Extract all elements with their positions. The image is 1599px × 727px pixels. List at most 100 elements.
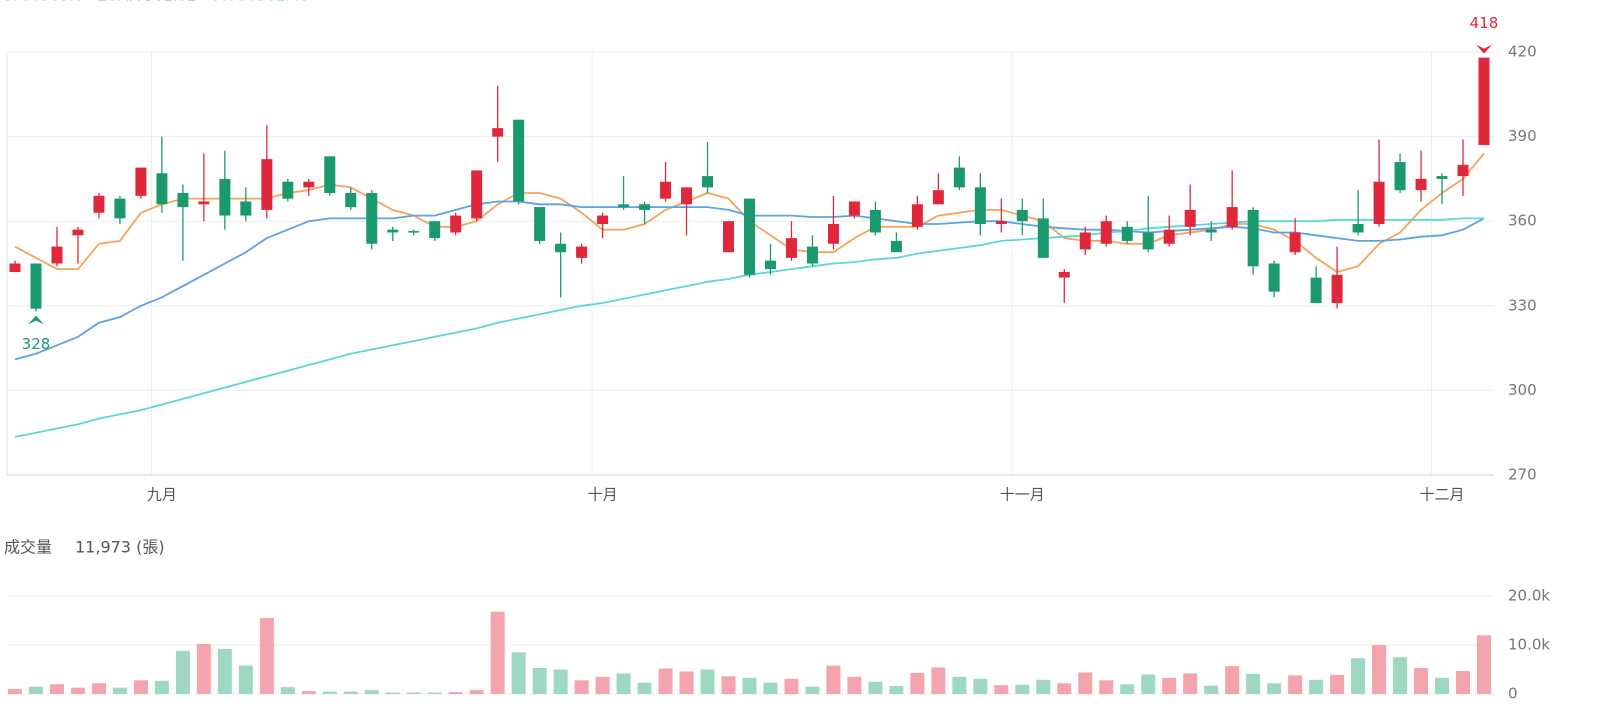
- candle-body: [1478, 57, 1490, 146]
- x-tick-label: 十二月: [1420, 486, 1465, 504]
- candle-body: [639, 204, 651, 210]
- volume-bar: [154, 680, 169, 694]
- candle-body: [911, 204, 923, 227]
- x-tick-label: 九月: [147, 486, 177, 504]
- volume-bar: [1330, 674, 1345, 694]
- candle-body: [932, 190, 944, 205]
- candle-body: [974, 187, 986, 225]
- volume-title: 成交量: [4, 538, 52, 557]
- candle-body: [1352, 224, 1364, 233]
- volume-bar: [175, 650, 190, 694]
- volume-bar: [721, 676, 736, 694]
- legend-name: 5MA: [4, 0, 37, 5]
- volume-bar: [8, 689, 22, 694]
- volume-bar: [784, 678, 799, 694]
- candle-body: [848, 201, 860, 216]
- y-tick-label: 300: [1508, 381, 1537, 399]
- candle-body: [72, 229, 84, 236]
- max-label: 418: [1470, 14, 1499, 32]
- volume-bar: [1351, 658, 1366, 694]
- candle-body: [303, 181, 315, 188]
- candle-body: [1373, 181, 1385, 225]
- volume-bar: [364, 690, 379, 694]
- volume-bar: [1456, 670, 1471, 694]
- candle-body: [492, 128, 504, 137]
- candle-body: [1121, 226, 1133, 241]
- candle-body: [806, 246, 818, 264]
- volume-bar: [700, 669, 715, 694]
- volume-bar: [427, 692, 442, 694]
- candle-body: [995, 221, 1007, 225]
- candle-body: [1415, 178, 1427, 191]
- legend-name: 20MA: [98, 0, 141, 5]
- candle-body: [534, 207, 546, 241]
- volume-bar: [259, 618, 274, 694]
- candle-body: [953, 167, 965, 188]
- candle-body: [1394, 161, 1406, 191]
- volume-bar: [1309, 679, 1324, 694]
- candle-body: [93, 195, 105, 213]
- candle-body: [1457, 164, 1469, 177]
- volume-bar: [679, 671, 694, 694]
- volume-bar: [448, 692, 463, 694]
- candle-body: [1184, 209, 1196, 227]
- candle-body: [785, 238, 797, 258]
- candle-body: [723, 221, 735, 253]
- volume-bar: [49, 684, 64, 694]
- candle-body: [1205, 229, 1217, 233]
- volume-bar: [70, 687, 85, 694]
- volume-bar: [28, 686, 43, 694]
- volume-bar: [112, 687, 127, 694]
- candle-body: [324, 156, 336, 193]
- volume-bar: [763, 682, 778, 694]
- volume-bar: [553, 669, 568, 694]
- volume-bar: [91, 683, 106, 694]
- candle-body: [1226, 207, 1238, 227]
- volume-bar: [511, 652, 526, 694]
- volume-bar: [133, 680, 148, 694]
- candle-body: [618, 204, 630, 208]
- volume-bar: [1435, 677, 1450, 694]
- candle-body: [827, 224, 839, 244]
- volume-bar: [889, 686, 904, 694]
- max-marker: [1476, 44, 1492, 54]
- volume-bar: [1036, 679, 1051, 694]
- candle-body: [1079, 232, 1091, 250]
- candle-body: [869, 209, 881, 233]
- candle-body: [135, 167, 147, 196]
- volume-bar: [322, 691, 337, 694]
- candle-body: [702, 176, 714, 188]
- y-tick-label: 330: [1508, 296, 1537, 314]
- candle-body: [261, 159, 273, 210]
- volume-bar: [931, 667, 946, 694]
- volume-bar: [217, 648, 232, 694]
- volume-bar: [574, 680, 589, 694]
- volume-bar: [1393, 657, 1408, 694]
- candle-body: [555, 243, 567, 253]
- volume-bar: [994, 685, 1009, 694]
- volume-bar: [532, 668, 547, 694]
- volume-bar: [847, 676, 862, 694]
- volume-bar: [658, 668, 673, 694]
- candle-body: [471, 170, 483, 219]
- candle-body: [219, 178, 231, 216]
- candle-body: [1310, 277, 1322, 303]
- candle-body: [744, 198, 755, 275]
- volume-bar: [1099, 680, 1114, 694]
- legend-value: 361.48: [257, 0, 310, 5]
- x-tick-label: 十月: [588, 486, 618, 504]
- candle-body: [282, 181, 294, 199]
- candle-body: [1142, 232, 1154, 250]
- volume-bar: [196, 644, 211, 694]
- volume-bar: [490, 611, 505, 694]
- volume-bar: [1183, 673, 1198, 694]
- volume-subtitle: 11,973 (張): [75, 538, 165, 557]
- volume-bar: [952, 676, 967, 694]
- volume-bar: [910, 672, 925, 694]
- candle-body: [1331, 274, 1343, 303]
- candle-body: [156, 173, 168, 205]
- candle-body: [114, 198, 126, 219]
- candle-body: [240, 201, 252, 216]
- volume-bar: [385, 692, 400, 694]
